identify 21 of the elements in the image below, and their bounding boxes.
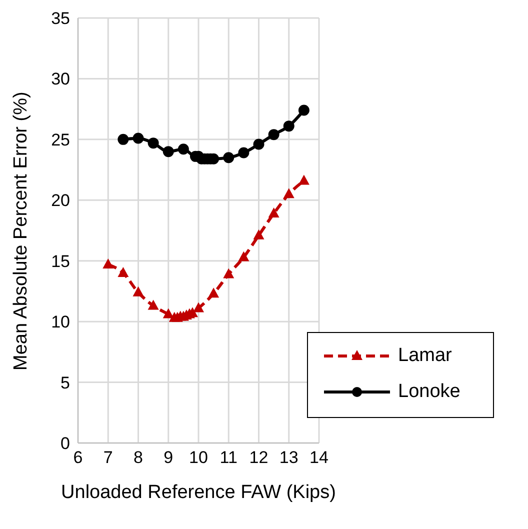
y-tick-label: 5 xyxy=(60,373,70,392)
x-tick-label: 13 xyxy=(279,448,298,468)
y-tick-label: 15 xyxy=(51,252,70,271)
x-tick-label: 11 xyxy=(220,448,238,468)
y-tick-label: 25 xyxy=(51,130,70,150)
y-tick-label: 0 xyxy=(60,434,70,454)
x-tick-label: 9 xyxy=(164,448,174,468)
y-tick-label: 30 xyxy=(51,70,70,89)
legend-label: Lamar xyxy=(397,344,452,368)
y-axis-title: Mean Absolute Percent Error (%) xyxy=(10,92,32,370)
x-tick-label: 14 xyxy=(310,448,328,468)
legend-label: Lonoke xyxy=(397,380,460,404)
x-tick-label: 7 xyxy=(103,448,113,468)
x-tick-label: 10 xyxy=(189,448,208,468)
x-tick-label: 8 xyxy=(134,448,143,468)
x-tick-label: 12 xyxy=(249,448,268,468)
y-tick-label: 10 xyxy=(51,312,70,332)
y-tick-label: 35 xyxy=(51,9,70,28)
x-axis-title: Unloaded Reference FAW (Kips) xyxy=(61,482,336,503)
x-tick-label: 6 xyxy=(73,448,83,468)
y-tick-label: 20 xyxy=(51,191,70,210)
